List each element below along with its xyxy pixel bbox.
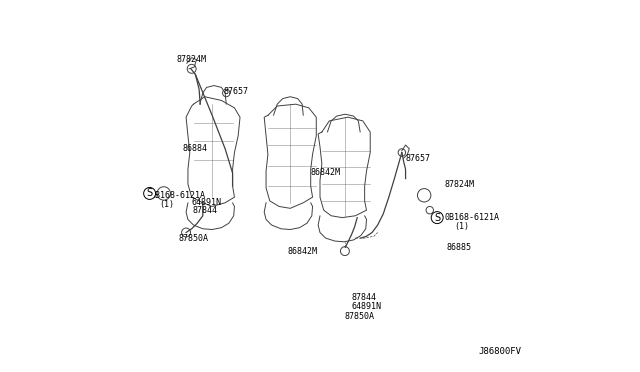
Text: S: S xyxy=(434,213,440,222)
Text: 87844: 87844 xyxy=(351,293,376,302)
Text: 64891N: 64891N xyxy=(351,302,381,311)
Text: 86842M: 86842M xyxy=(310,169,340,177)
Text: 0B168-6121A: 0B168-6121A xyxy=(151,191,205,200)
Text: S: S xyxy=(147,189,153,198)
Text: 87657: 87657 xyxy=(406,154,431,163)
Text: 0B168-6121A: 0B168-6121A xyxy=(445,213,500,222)
Text: 87850A: 87850A xyxy=(345,312,375,321)
Text: 87824M: 87824M xyxy=(445,180,475,189)
Text: 87824M: 87824M xyxy=(177,55,207,64)
Text: 87850A: 87850A xyxy=(179,234,209,243)
Text: 87844: 87844 xyxy=(193,206,218,215)
Text: (1): (1) xyxy=(159,200,174,209)
Text: 86884: 86884 xyxy=(182,144,207,153)
Text: 87657: 87657 xyxy=(223,87,248,96)
Text: 86885: 86885 xyxy=(447,243,472,252)
Text: 86842M: 86842M xyxy=(287,247,317,256)
Text: J86800FV: J86800FV xyxy=(478,347,521,356)
Text: 64891N: 64891N xyxy=(191,198,221,207)
Text: (1): (1) xyxy=(454,222,470,231)
